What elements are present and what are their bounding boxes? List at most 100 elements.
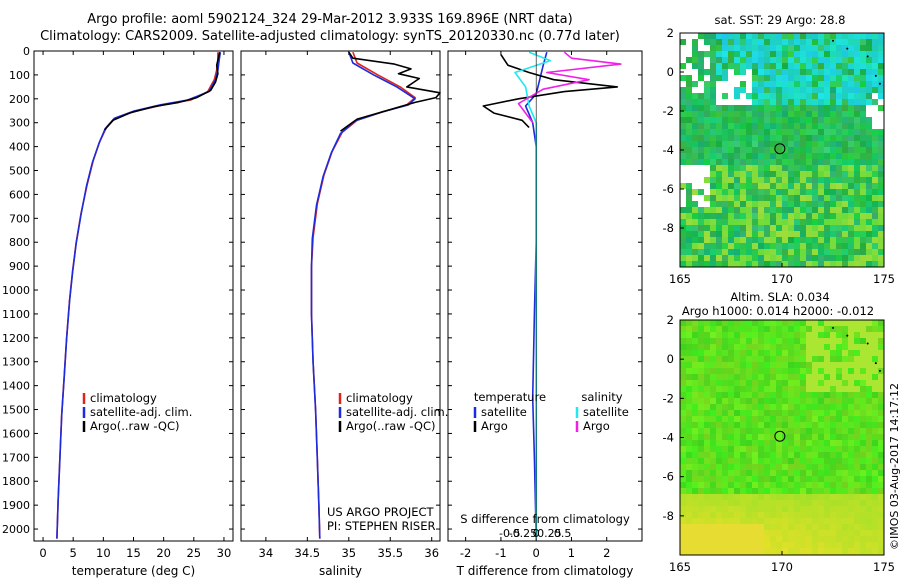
sat-sst-map-cell (698, 33, 704, 39)
sat-sst-map-cell (800, 39, 806, 45)
sat-sst-map-cell (716, 207, 722, 213)
sla-map-cell (776, 464, 782, 470)
sat-sst-map-cell (824, 135, 830, 141)
sla-map-cell (872, 422, 878, 428)
sat-sst-map-cell (764, 117, 770, 123)
sla-map-cell (692, 362, 698, 368)
sla-map-cell (746, 416, 752, 422)
sat-sst-map-cell (836, 87, 842, 93)
figure-title-line2: Climatology: CARS2009. Satellite-adjuste… (40, 29, 620, 44)
sla-map-cell (734, 392, 740, 398)
sat-sst-map-cell (758, 75, 764, 81)
sla-map-cell (758, 452, 764, 458)
sat-sst-map-cell (734, 93, 740, 99)
sat-sst-map-cell (770, 147, 776, 153)
sla-map-cell (806, 398, 812, 404)
sat-sst-map-cell (854, 33, 860, 39)
sla-map-cell (872, 410, 878, 416)
sla-map-cell (788, 524, 794, 530)
sla-map-cell (866, 386, 872, 392)
sla-map-cell (776, 404, 782, 410)
sat-sst-map-cell (866, 111, 872, 117)
sat-sst-map-cell (680, 165, 686, 171)
sla-map-cell (812, 458, 818, 464)
sla-map-cell (818, 416, 824, 422)
sat-sst-map-cell (866, 129, 872, 135)
sla-map-cell (728, 392, 734, 398)
sla-map-cell (860, 470, 866, 476)
sla-map-cell (788, 356, 794, 362)
sat-sst-map-cell (878, 135, 884, 141)
sat-sst-map-cell (746, 57, 752, 63)
sla-map-cell (704, 326, 710, 332)
sla-map-cell (788, 434, 794, 440)
sla-map-cell (764, 404, 770, 410)
sat-sst-map-cell (746, 123, 752, 129)
sat-sst-map-cell (752, 189, 758, 195)
sat-sst-map-cell (740, 51, 746, 57)
sat-sst-map-cell (800, 117, 806, 123)
sla-map-cell (716, 386, 722, 392)
sat-sst-map-cell (758, 231, 764, 237)
sla-map-cell (806, 392, 812, 398)
sla-map-cell (872, 344, 878, 350)
sla-map-cell (794, 518, 800, 524)
sat-sst-map-cell (686, 249, 692, 255)
sat-sst-map-cell (740, 165, 746, 171)
sat-sst-map-cell (830, 63, 836, 69)
sat-sst-map-cell (860, 213, 866, 219)
sat-sst-map-cell (824, 207, 830, 213)
sla-map-cell (848, 392, 854, 398)
sat-sst-map-cell (782, 165, 788, 171)
sat-sst-map-cell (806, 165, 812, 171)
sla-map-cell (866, 440, 872, 446)
sla-map-cell (806, 548, 812, 554)
sat-sst-map-cell (806, 231, 812, 237)
sla-map-cell (842, 350, 848, 356)
sat-sst-map-cell (734, 135, 740, 141)
sla-map-cell (794, 458, 800, 464)
sla-map-cell (872, 518, 878, 524)
sla-map-cell (812, 404, 818, 410)
sat-sst-map-cell (716, 261, 722, 267)
sat-sst-map-cell (728, 207, 734, 213)
sla-map-cell (854, 410, 860, 416)
sat-sst-map-cell (734, 171, 740, 177)
sla-map-cell (788, 410, 794, 416)
sla-map-cell (800, 512, 806, 518)
sla-map-cell (872, 542, 878, 548)
sla-map-cell (842, 338, 848, 344)
sla-map-cell (812, 536, 818, 542)
sla-map-cell (818, 488, 824, 494)
sat-sst-map-cell (848, 255, 854, 261)
sla-map-cell (776, 374, 782, 380)
sat-sst-map-cell (878, 33, 884, 39)
sat-sst-map-cell (722, 213, 728, 219)
sla-map-cell (878, 404, 884, 410)
difference-legend-temperature-header: temperature (474, 390, 546, 404)
sla-map-cell (692, 506, 698, 512)
sat-sst-map-cell (872, 123, 878, 129)
sat-sst-map-cell (746, 201, 752, 207)
sat-sst-map-cell (680, 207, 686, 213)
sat-sst-map-cell (818, 243, 824, 249)
sat-sst-map-cell (830, 75, 836, 81)
sat-sst-map-cell (704, 183, 710, 189)
sla-map-cell (764, 326, 770, 332)
sat-sst-map-cell (752, 135, 758, 141)
sla-map-cell (734, 500, 740, 506)
sla-map-cell (806, 440, 812, 446)
sla-map-cell (824, 344, 830, 350)
sat-sst-map-cell (812, 189, 818, 195)
sla-map-cell (758, 428, 764, 434)
sla-map-cell (806, 524, 812, 530)
sla-map-cell (800, 482, 806, 488)
sla-map-cell (812, 500, 818, 506)
sla-map-cell (698, 332, 704, 338)
sat-sst-map-cell (728, 183, 734, 189)
sla-map-cell (854, 416, 860, 422)
sat-sst-map-cell (764, 255, 770, 261)
sat-sst-map-cell (794, 219, 800, 225)
sla-map-cell (842, 530, 848, 536)
sla-map-cell (866, 398, 872, 404)
